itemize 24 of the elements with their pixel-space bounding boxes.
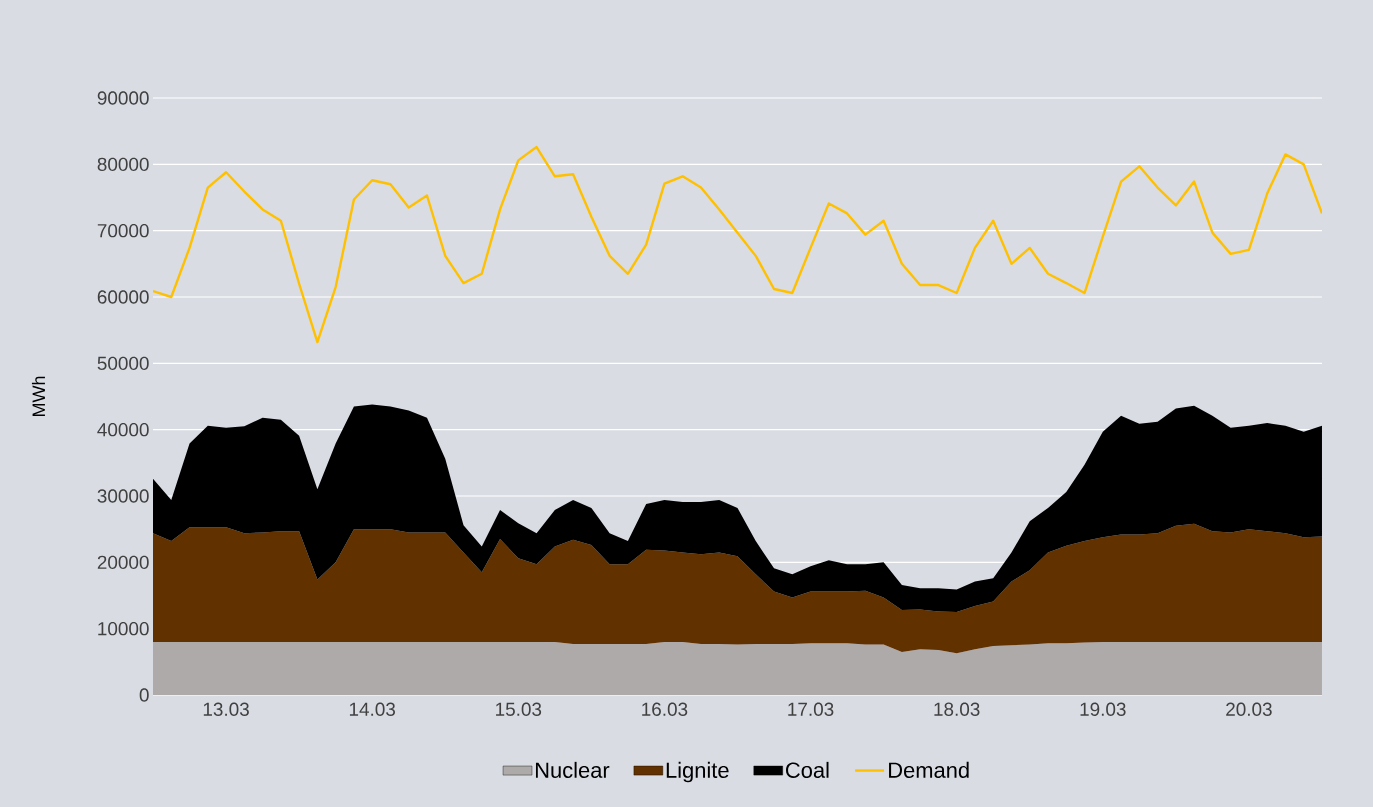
y-tick-label: 90000 [97,91,149,105]
x-tick-label: 15.03 [496,702,542,716]
y-tick-label: 60000 [97,290,149,304]
y-tick-label: 80000 [97,157,149,172]
x-tick-label: 19.03 [1080,702,1126,716]
x-tick-label: 18.03 [934,702,980,716]
x-tick-label: 16.03 [642,702,688,716]
x-tick-label: 13.03 [203,702,249,716]
legend-label: Coal [786,761,829,778]
y-tick-label: 10000 [98,621,149,636]
y-tick-label: 70000 [97,223,149,238]
legend-label: Demand [889,761,969,778]
legend-label: Nuclear [535,761,610,778]
y-tick-label: 50000 [97,356,149,371]
x-tick-label: 20.03 [1226,702,1272,716]
y-tick-label: 20000 [97,555,149,570]
y-tick-label: 40000 [97,422,149,437]
y-axis-title: MWh [31,376,45,416]
y-tick-label: 0 [139,688,149,702]
y-tick-label: 30000 [97,489,149,503]
legend-label: Lignite [666,761,729,783]
line-series [153,145,1322,344]
x-tick-label: 14.03 [349,702,396,716]
x-tick-label: 17.03 [788,702,834,716]
